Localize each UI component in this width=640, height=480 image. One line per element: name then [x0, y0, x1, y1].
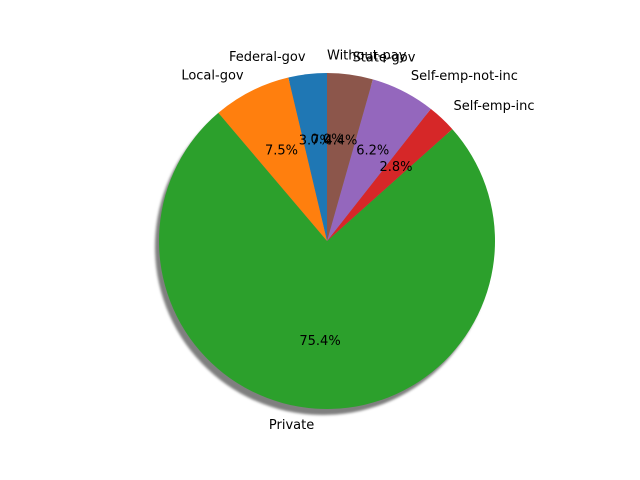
pie-labels: Federal-gov Local-gov Private Self-emp-inc S… [181, 49, 534, 433]
slice-percent-private: 75.4% [299, 334, 340, 349]
slice-percent-without-pay: 0.0% [310, 133, 343, 148]
slice-percent-state-gov: 4.4% [324, 134, 357, 149]
slice-label-federal-gov: Federal-gov [229, 50, 306, 65]
slice-label-self-emp-inc: Self-emp-inc [454, 99, 535, 114]
slice-state-gov [327, 73, 373, 241]
slice-percent-local-gov: 7.5% [265, 144, 298, 159]
slice-label-without-pay: Without-pay [327, 49, 407, 64]
slice-percent-self-emp-not-inc: 6.2% [356, 144, 389, 159]
slice-label-local-gov: Local-gov [181, 69, 244, 84]
pie-slices [159, 73, 496, 410]
slice-label-state-gov: State-gov [352, 50, 415, 65]
slice-percent-self-emp-inc: 2.8% [379, 160, 412, 175]
slice-private [159, 112, 496, 410]
slice-label-private: Private [269, 418, 314, 433]
slice-label-self-emp-not-inc: Self-emp-not-inc [411, 69, 518, 84]
slice-self-emp-not-inc [327, 79, 431, 241]
pie-percent-labels: 3.7%7.5% 75.4% 2.8%6.2%4.4%0.0% [265, 133, 413, 349]
slice-self-emp-inc [327, 108, 453, 242]
slice-percent-federal-gov: 3.7% [299, 133, 332, 148]
slice-federal-gov [288, 73, 327, 241]
slice-local-gov [218, 77, 327, 242]
